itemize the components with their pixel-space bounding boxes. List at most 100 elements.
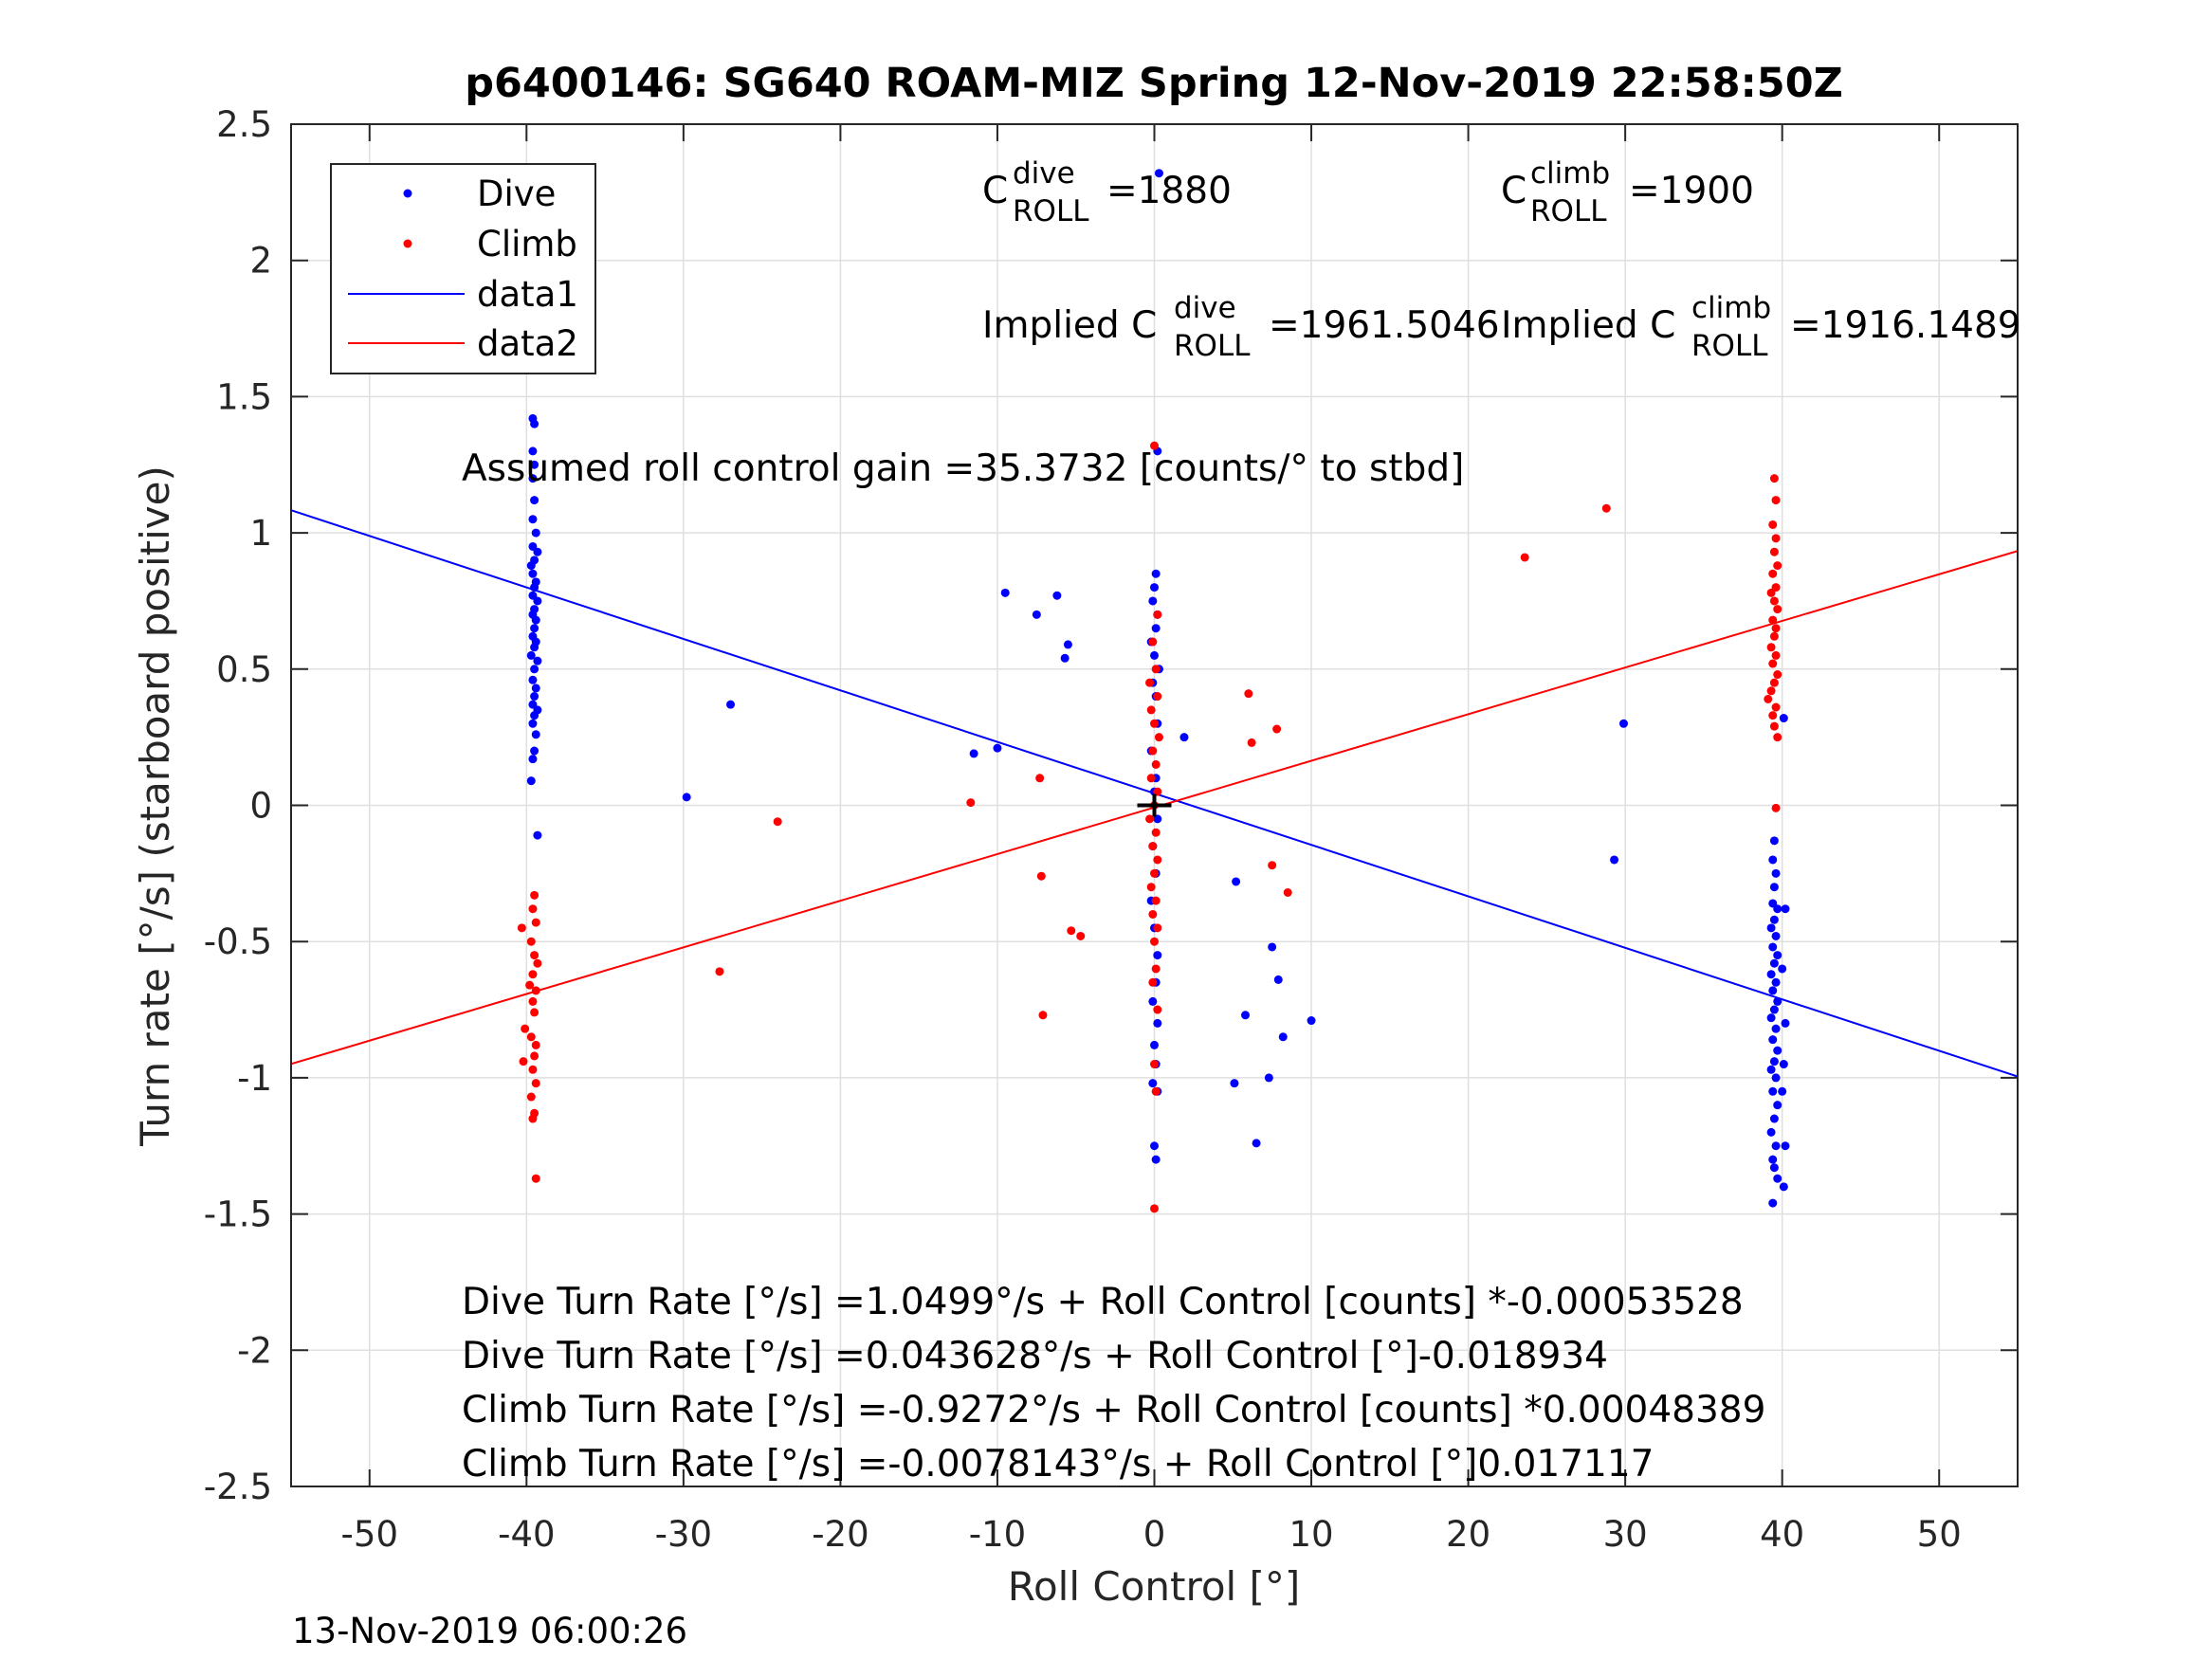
point-climb <box>1151 759 1161 769</box>
point-climb <box>1153 787 1162 796</box>
point-dive <box>1151 624 1161 633</box>
point-dive <box>1778 1086 1787 1096</box>
equation-climb-counts: Climb Turn Rate [°/s] =-0.9272°/s + Roll… <box>462 1389 1765 1431</box>
legend-marker-climb <box>403 239 412 248</box>
point-climb <box>1768 711 1778 720</box>
y-tick-label: -1 <box>237 1058 272 1099</box>
point-dive <box>1153 951 1162 960</box>
point-dive <box>1252 1139 1261 1148</box>
x-tick-labels: -50 -40 -30 -20 -10 0 10 20 30 40 50 <box>341 1514 1962 1555</box>
point-climb <box>1601 503 1611 513</box>
equation-dive-degrees: Dive Turn Rate [°/s] =0.043628°/s + Roll… <box>462 1335 1608 1377</box>
point-climb <box>1151 896 1161 905</box>
point-climb <box>1773 561 1782 571</box>
point-climb <box>1768 569 1778 578</box>
y-tick-label: -2.5 <box>204 1467 272 1507</box>
point-climb <box>1153 692 1162 702</box>
point-climb <box>1148 746 1158 756</box>
c-dive-base: C <box>982 170 1008 212</box>
point-climb <box>1769 596 1779 606</box>
axis-ticks <box>291 123 2018 1487</box>
implied-climb-value: =1916.1489 <box>1790 304 2021 347</box>
point-dive <box>1769 1005 1779 1014</box>
point-climb <box>1771 803 1781 812</box>
point-climb <box>1771 650 1781 660</box>
point-climb <box>1764 694 1773 703</box>
point-dive <box>530 711 539 720</box>
point-dive <box>1768 942 1778 952</box>
point-climb <box>1153 923 1162 933</box>
point-climb <box>1771 496 1781 505</box>
point-dive <box>1768 1155 1778 1164</box>
point-climb <box>525 980 535 990</box>
point-dive <box>1769 1057 1779 1066</box>
point-dive <box>1150 1040 1159 1049</box>
implied-dive-prefix: Implied C <box>982 304 1157 347</box>
point-dive <box>1766 1013 1776 1023</box>
point-climb <box>1148 842 1158 851</box>
point-dive <box>528 755 538 764</box>
point-dive <box>528 569 538 578</box>
point-climb <box>1151 964 1161 974</box>
point-climb <box>1146 774 1156 783</box>
x-tick-label: 40 <box>1760 1514 1804 1555</box>
point-dive <box>530 665 539 674</box>
point-dive <box>528 719 538 728</box>
point-climb <box>1769 631 1779 641</box>
point-climb <box>1150 441 1159 450</box>
point-climb <box>1766 686 1776 696</box>
point-climb <box>531 1040 540 1049</box>
point-dive <box>528 675 538 684</box>
point-climb <box>1145 678 1155 687</box>
point-dive <box>1769 915 1779 924</box>
c-climb-value: =1900 <box>1629 170 1754 212</box>
x-tick-label: 50 <box>1917 1514 1962 1555</box>
point-dive <box>533 596 542 606</box>
point-climb <box>1773 733 1782 742</box>
x-tick-label: -50 <box>341 1514 398 1555</box>
point-dive <box>1771 1141 1781 1151</box>
legend-marker-dive <box>403 189 412 198</box>
equation-dive-counts: Dive Turn Rate [°/s] =1.0499°/s + Roll C… <box>462 1281 1744 1323</box>
point-dive <box>1154 169 1163 178</box>
point-dive <box>1000 588 1010 597</box>
legend-label-climb: Climb <box>477 224 577 264</box>
equation-climb-degrees: Climb Turn Rate [°/s] =-0.0078143°/s + R… <box>462 1443 1654 1486</box>
point-climb <box>1769 721 1779 731</box>
point-climb <box>1769 678 1779 687</box>
point-dive <box>1773 904 1782 914</box>
y-tick-label: 1.5 <box>216 376 272 417</box>
point-climb <box>1520 553 1529 562</box>
point-dive <box>533 547 542 556</box>
c-dive-value: =1880 <box>1106 170 1232 212</box>
point-climb <box>1150 937 1159 946</box>
timestamp: 13-Nov-2019 06:00:26 <box>292 1611 687 1651</box>
c-climb-base: C <box>1501 170 1526 212</box>
point-dive <box>1779 1182 1788 1192</box>
y-tick-label: -0.5 <box>204 921 272 962</box>
point-dive <box>1771 931 1781 940</box>
point-dive <box>1150 1141 1159 1151</box>
implied-climb-sub: ROLL <box>1691 329 1768 363</box>
annotation-c-climb: C climb ROLL =1900 <box>1501 156 1754 228</box>
point-dive <box>1060 653 1069 663</box>
point-climb <box>1145 814 1155 824</box>
point-climb <box>526 937 536 946</box>
point-dive <box>1773 951 1782 960</box>
point-climb <box>1771 534 1781 543</box>
point-climb <box>1038 1011 1048 1020</box>
x-tick-label: 10 <box>1289 1514 1333 1555</box>
point-climb <box>1146 883 1156 892</box>
implied-climb-sup: climb <box>1691 291 1771 325</box>
plot-content <box>291 169 2018 1213</box>
y-tick-label: -1.5 <box>204 1194 272 1235</box>
point-dive <box>993 743 1002 753</box>
point-climb <box>526 1032 536 1042</box>
point-dive <box>1148 596 1158 606</box>
point-climb <box>1150 868 1159 878</box>
legend-box <box>330 163 596 374</box>
point-dive <box>1153 814 1162 824</box>
point-dive <box>528 474 538 483</box>
point-dive <box>1769 1163 1779 1173</box>
